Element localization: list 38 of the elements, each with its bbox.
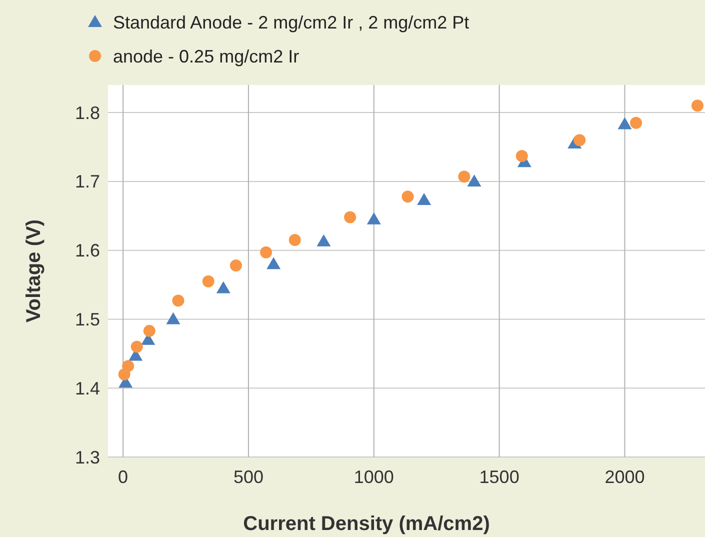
- point: [230, 259, 242, 272]
- point: [216, 281, 230, 294]
- point: [260, 246, 272, 258]
- point: [467, 174, 482, 186]
- point: [130, 340, 143, 353]
- x-tick-label: 500: [233, 467, 264, 487]
- point: [402, 190, 414, 203]
- x-axis-title: Current Density (mA/cm2): [243, 513, 490, 535]
- y-tick-label: 1.3: [74, 447, 100, 468]
- y-tick-label: 1.6: [74, 240, 100, 261]
- legend-label: anode - 0.25 mg/cm2 Ir: [113, 46, 300, 66]
- point: [516, 150, 528, 162]
- point: [691, 100, 704, 112]
- point: [316, 234, 331, 246]
- legend-label: Standard Anode - 2 mg/cm2 Ir , 2 mg/cm2 Pt: [113, 12, 470, 32]
- y-tick-label: 1.5: [74, 310, 100, 330]
- point: [288, 234, 301, 246]
- x-tick-label: 0: [118, 467, 128, 487]
- point: [122, 360, 134, 372]
- x-tick-label: 2000: [604, 467, 645, 487]
- point: [366, 212, 381, 224]
- y-tick-label: 1.7: [74, 172, 100, 192]
- point: [574, 134, 586, 146]
- point: [202, 275, 214, 288]
- point: [417, 193, 432, 206]
- point: [458, 170, 470, 183]
- y-tick-label: 1.4: [74, 378, 100, 398]
- y-axis-title: Voltage (V): [23, 220, 45, 322]
- point: [166, 312, 180, 324]
- x-tick-label: 1500: [479, 467, 520, 487]
- point: [618, 117, 632, 130]
- point: [630, 116, 642, 129]
- x-tick-label: 1000: [354, 467, 394, 487]
- point: [143, 324, 156, 337]
- y-tick-label: 1.8: [74, 102, 100, 123]
- point: [172, 294, 184, 307]
- point: [344, 211, 356, 224]
- point: [266, 257, 281, 270]
